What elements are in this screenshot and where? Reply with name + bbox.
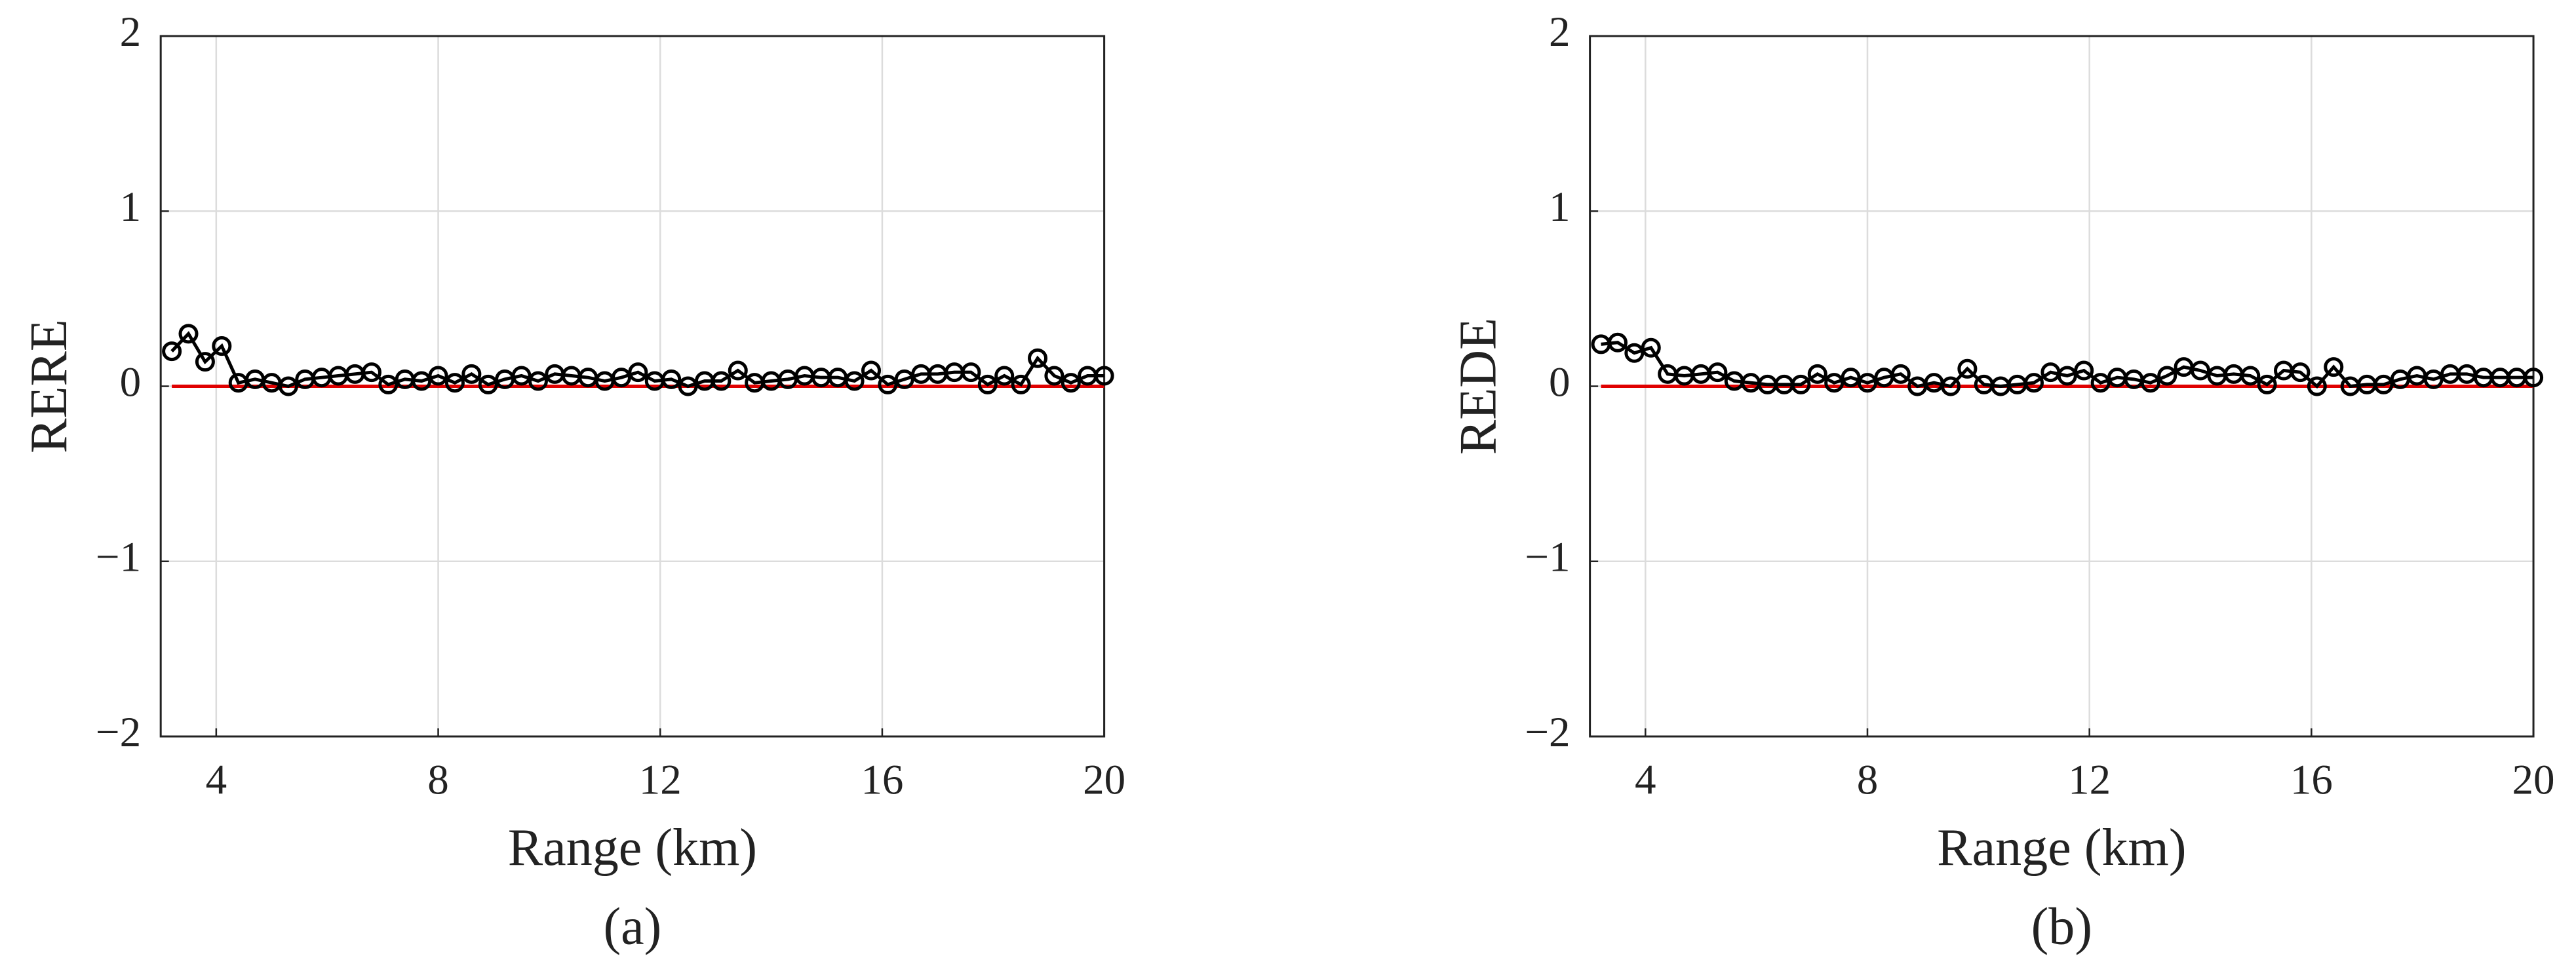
marker xyxy=(2057,366,2077,386)
marker xyxy=(2324,357,2344,377)
marker xyxy=(678,376,698,396)
marker xyxy=(844,371,865,391)
x-tick-label: 20 xyxy=(2512,757,2555,804)
y-tick-label: −2 xyxy=(1525,709,1570,756)
x-tick-label: 4 xyxy=(1635,757,1656,804)
y-tick-label: 0 xyxy=(1549,358,1571,406)
marker xyxy=(728,360,748,381)
marker xyxy=(977,374,998,394)
marker xyxy=(195,352,215,372)
marker xyxy=(1957,358,1978,379)
marker xyxy=(2290,362,2311,383)
marker xyxy=(628,362,648,383)
marker xyxy=(212,336,232,356)
y-tick-label: 2 xyxy=(120,9,142,56)
marker xyxy=(444,373,465,393)
marker xyxy=(361,362,381,383)
marker xyxy=(2191,360,2211,381)
marker xyxy=(1094,366,1114,386)
marker xyxy=(1841,368,1861,388)
x-tick-label: 12 xyxy=(639,757,682,804)
marker xyxy=(2307,376,2327,396)
marker xyxy=(2090,373,2111,393)
marker xyxy=(2140,373,2160,393)
marker xyxy=(1791,374,1811,394)
marker xyxy=(711,371,732,391)
series-line xyxy=(1601,341,2534,389)
caption: (a) xyxy=(603,898,661,955)
marker xyxy=(478,374,498,394)
marker xyxy=(1624,343,1645,363)
marker xyxy=(428,366,448,386)
x-tick-label: 16 xyxy=(2290,757,2333,804)
marker xyxy=(611,368,631,388)
x-tick-label: 8 xyxy=(427,757,449,804)
marker xyxy=(2157,366,2177,386)
marker xyxy=(1857,373,1878,393)
marker xyxy=(2023,373,2044,393)
marker xyxy=(2423,369,2444,389)
y-tick-label: 1 xyxy=(120,183,142,231)
marker xyxy=(961,362,981,383)
marker xyxy=(278,376,298,396)
marker xyxy=(1708,362,1728,383)
marker xyxy=(162,341,182,362)
marker xyxy=(2257,374,2277,394)
marker xyxy=(1607,332,1628,352)
marker xyxy=(1061,373,1081,393)
y-tick-label: −1 xyxy=(1525,534,1570,581)
marker xyxy=(878,374,898,394)
marker xyxy=(1890,364,1911,384)
y-tick-label: 0 xyxy=(120,358,142,406)
y-tick-label: 1 xyxy=(1549,183,1571,231)
marker xyxy=(378,374,399,394)
y-tick-label: 2 xyxy=(1549,9,1571,56)
marker xyxy=(894,369,914,389)
marker xyxy=(661,369,682,389)
marker xyxy=(1807,364,1827,384)
x-axis-label: Range (km) xyxy=(508,819,757,877)
marker xyxy=(2373,374,2394,394)
x-tick-label: 4 xyxy=(206,757,227,804)
marker xyxy=(1027,348,1048,368)
y-tick-label: −2 xyxy=(96,709,141,756)
marker xyxy=(1940,376,1961,396)
x-tick-label: 12 xyxy=(2068,757,2111,804)
y-tick-label: −1 xyxy=(96,534,141,581)
marker xyxy=(528,371,548,391)
marker xyxy=(1011,374,1031,394)
x-axis-label: Range (km) xyxy=(1937,819,2186,877)
x-tick-label: 20 xyxy=(1083,757,1125,804)
marker xyxy=(1641,337,1661,358)
marker xyxy=(2524,368,2544,388)
marker xyxy=(511,366,532,386)
marker xyxy=(1824,373,1844,393)
marker xyxy=(994,366,1015,386)
x-tick-label: 8 xyxy=(1857,757,1879,804)
marker xyxy=(1044,366,1064,386)
marker xyxy=(461,364,482,384)
marker xyxy=(178,324,199,344)
y-axis-label: RERE xyxy=(20,319,78,453)
marker xyxy=(2074,360,2094,381)
x-tick-label: 16 xyxy=(861,757,903,804)
caption: (b) xyxy=(2031,898,2092,955)
marker xyxy=(412,371,432,391)
marker xyxy=(861,360,882,381)
y-axis-label: REDE xyxy=(1449,318,1507,455)
marker xyxy=(2240,366,2261,386)
series-line xyxy=(170,331,1104,389)
